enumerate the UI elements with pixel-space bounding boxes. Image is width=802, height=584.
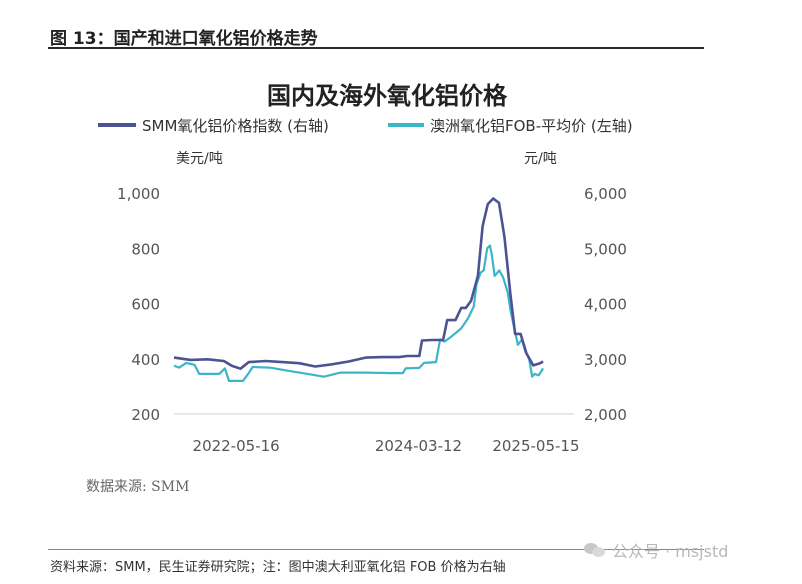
series-line-smm	[173, 197, 544, 370]
left-axis-ticks: 200 400 600 800 1,000	[117, 185, 160, 424]
data-source: 数据来源: SMM	[86, 479, 190, 495]
legend-label-fob: 澳洲氧化铝FOB-平均价 (左轴)	[430, 117, 633, 135]
chart-title: 国内及海外氧化铝价格	[267, 82, 508, 110]
left-axis-unit: 美元/吨	[176, 151, 223, 167]
watermark-text: 公众号 · msjstd	[612, 542, 729, 561]
series-line-fob	[173, 244, 545, 382]
title-rule	[48, 47, 704, 49]
right-axis-tick-label: 2,000	[584, 406, 627, 424]
left-axis-tick-label: 1,000	[117, 185, 160, 203]
right-axis-tick-label: 5,000	[584, 240, 627, 258]
x-axis-tick-label: 2022-05-16	[193, 437, 280, 455]
footer-note: 资料来源：SMM，民生证券研究院；注：图中澳大利亚氧化铝 FOB 价格为右轴	[50, 560, 506, 575]
right-axis-tick-label: 6,000	[584, 185, 627, 203]
left-axis-tick-label: 200	[131, 406, 160, 424]
left-axis-tick-label: 400	[131, 351, 160, 369]
x-axis-ticks: 2022-05-16 2024-03-12 2025-05-15	[193, 437, 580, 455]
right-axis-tick-label: 4,000	[584, 296, 627, 314]
wechat-icon	[584, 541, 606, 559]
left-axis-tick-label: 800	[131, 240, 160, 258]
legend-label-smm: SMM氧化铝价格指数 (右轴)	[142, 117, 329, 135]
figure-label: 图 13：国产和进口氧化铝价格走势	[50, 29, 318, 49]
watermark: 公众号 · msjstd	[584, 538, 728, 562]
right-axis-ticks: 2,000 3,000 4,000 5,000 6,000	[584, 185, 627, 424]
bottom-rule	[48, 549, 704, 550]
right-axis-tick-label: 3,000	[584, 351, 627, 369]
right-axis-unit: 元/吨	[524, 151, 557, 167]
legend: SMM氧化铝价格指数 (右轴) 澳洲氧化铝FOB-平均价 (左轴)	[98, 117, 633, 135]
x-axis-tick-label: 2025-05-15	[492, 437, 579, 455]
left-axis-tick-label: 600	[131, 296, 160, 314]
x-axis-tick-label: 2024-03-12	[375, 437, 462, 455]
